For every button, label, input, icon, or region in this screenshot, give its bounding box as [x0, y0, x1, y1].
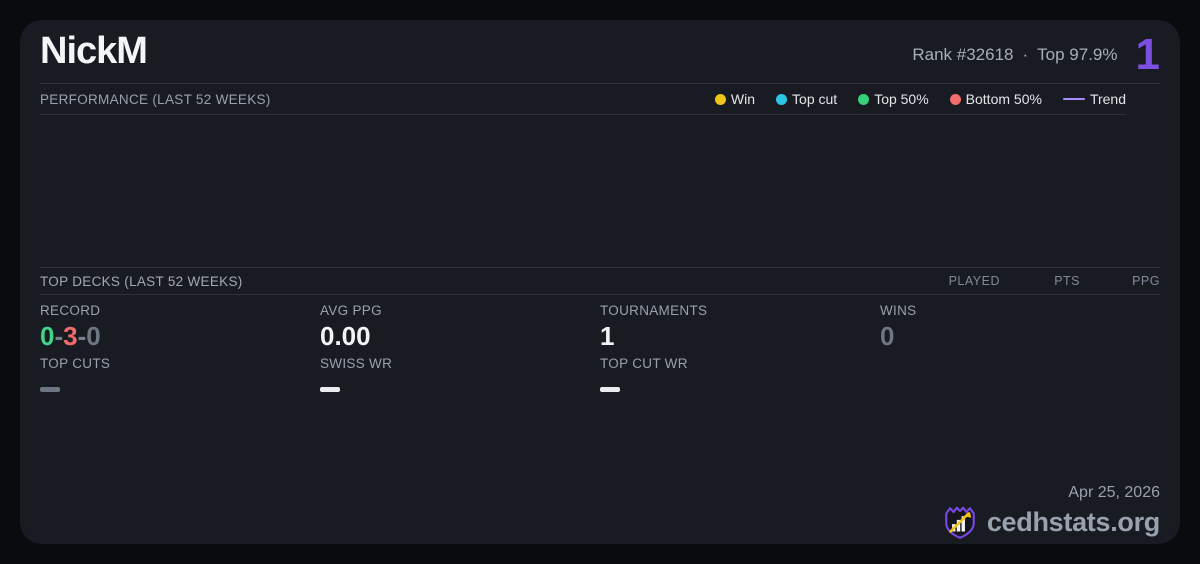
legend-item-bottom-50: Bottom 50%	[949, 91, 1042, 107]
top-cut-dot-icon	[776, 93, 788, 105]
performance-header: PERFORMANCE (LAST 52 WEEKS) Win Top cut …	[40, 84, 1126, 115]
stats-grid: RECORD 0-3-0 TOP CUTS AVG PPG 0.00 SWISS…	[40, 295, 1160, 544]
player-name: NickM	[40, 30, 148, 72]
legend-item-top-cut: Top cut	[776, 91, 837, 107]
avg-ppg-label: AVG PPG	[320, 303, 382, 319]
record-label: RECORD	[40, 303, 101, 319]
column-header-ppg: PPG	[1132, 274, 1160, 289]
legend-label: Trend	[1089, 91, 1126, 107]
tournaments-value: 1	[600, 321, 615, 352]
card-footer: Apr 25, 2026 cedhstats.org	[941, 484, 1160, 541]
card-header: NickM Rank #32618 · Top 97.9% 1	[40, 20, 1160, 84]
bottom-50-dot-icon	[949, 93, 961, 105]
legend-label: Top 50%	[874, 91, 929, 107]
wins-label: WINS	[880, 303, 917, 319]
column-header-played: PLAYED	[948, 274, 1000, 289]
top-cut-wr-empty-dash	[600, 387, 620, 392]
top-decks-header: TOP DECKS (LAST 52 WEEKS) PLAYED PTS PPG	[40, 267, 1160, 296]
record-separator: -	[54, 321, 64, 352]
top-cuts-empty-dash	[40, 387, 60, 392]
win-dot-icon	[714, 93, 726, 105]
column-header-pts: PTS	[1054, 274, 1080, 289]
top-percent-text: Top 97.9%	[1037, 44, 1118, 64]
avg-ppg-value: 0.00	[320, 321, 371, 352]
stat-avg-ppg: AVG PPG 0.00 SWISS WR	[320, 303, 600, 392]
record-separator: -	[77, 321, 87, 352]
card-date: Apr 25, 2026	[1068, 484, 1160, 501]
top-cut-wr-label: TOP CUT WR	[600, 356, 688, 372]
rank-separator: ·	[1022, 44, 1029, 64]
record-value: 0-3-0	[40, 321, 320, 351]
wins-value: 0	[880, 321, 895, 352]
legend-item-top-50: Top 50%	[858, 91, 929, 107]
rank-text: Rank #32618	[912, 44, 1014, 64]
stat-tournaments: TOURNAMENTS 1 TOP CUT WR	[600, 303, 880, 392]
swiss-wr-empty-dash	[320, 387, 340, 392]
swiss-wr-label: SWISS WR	[320, 356, 393, 372]
legend-item-win: Win	[714, 91, 756, 107]
stat-record: RECORD 0-3-0 TOP CUTS	[40, 303, 320, 392]
cedhstats-shield-logo-icon	[945, 506, 975, 539]
performance-chart-area	[40, 115, 1160, 267]
chart-legend: Win Top cut Top 50% Bottom 50% Trend	[714, 91, 1126, 107]
player-stats-card: NickM Rank #32618 · Top 97.9% 1 PERFORMA…	[20, 20, 1180, 544]
trend-line-icon	[1062, 97, 1085, 101]
tournaments-label: TOURNAMENTS	[600, 303, 708, 319]
legend-item-trend: Trend	[1062, 91, 1126, 107]
top-decks-title: TOP DECKS (LAST 52 WEEKS)	[40, 273, 243, 289]
header-right: Rank #32618 · Top 97.9% 1	[912, 29, 1160, 79]
record-losses: 3	[63, 321, 78, 352]
tournament-count-badge: 1	[1135, 29, 1160, 79]
performance-title: PERFORMANCE (LAST 52 WEEKS)	[40, 91, 271, 107]
stat-wins: WINS 0	[880, 303, 1160, 392]
top-50-dot-icon	[858, 93, 870, 105]
legend-label: Bottom 50%	[965, 91, 1042, 107]
record-draws: 0	[86, 321, 101, 352]
top-cuts-label: TOP CUTS	[40, 356, 111, 372]
brand-wordmark: cedhstats.org	[986, 506, 1160, 537]
legend-label: Win	[730, 91, 756, 107]
legend-label: Top cut	[792, 91, 838, 107]
rank-line: Rank #32618 · Top 97.9%	[912, 45, 1117, 65]
brand-row: cedhstats.org	[941, 503, 1160, 541]
record-wins: 0	[40, 321, 55, 352]
